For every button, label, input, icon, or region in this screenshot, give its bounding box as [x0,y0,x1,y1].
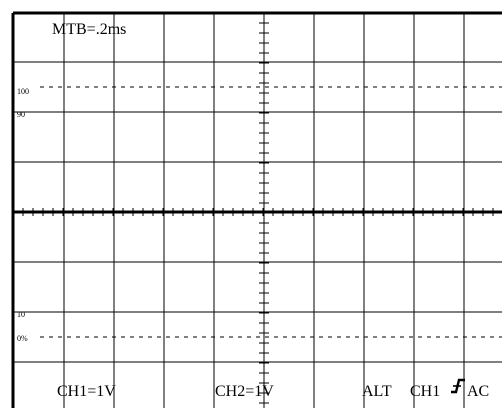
rise-time-dash-lines [28,86,502,338]
ch2-volts-div-readout: CH2=1V [215,383,274,400]
rising-edge-trigger-icon [451,378,465,394]
marker-100-label: 100 [17,87,29,96]
timebase-readout: MTB=.2ms [52,21,126,38]
marker-10-label: 10 [17,310,25,319]
axis-minor-ticks [22,22,494,404]
ch1-volts-div-readout: CH1=1V [57,383,116,400]
grid-lines [11,11,502,408]
marker-0-percent-label: 0% [17,334,28,343]
mode-readout: ALT [362,383,392,400]
marker-90-label: 90 [17,110,25,119]
trigger-source-readout: CH1 [410,383,440,400]
coupling-readout: AC [467,383,489,400]
